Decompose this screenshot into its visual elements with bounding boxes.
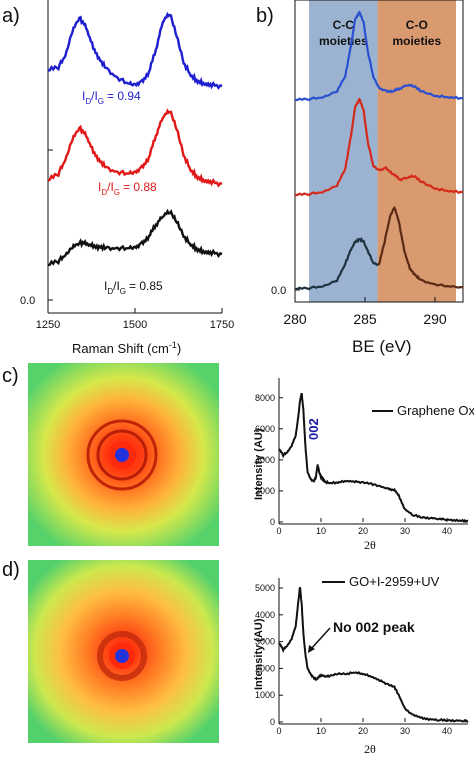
beam-stop-d (115, 649, 129, 663)
raman-series-1 (47, 11, 223, 90)
diffraction-image-d (28, 560, 219, 743)
xrd-d-ticks: 0 10 20 30 40 0 1000 2000 3000 4000 5000 (255, 583, 452, 736)
raman-series-2 (47, 108, 223, 188)
xrd-y-tick-label: 6000 (255, 424, 275, 434)
xps-series-2 (295, 97, 464, 197)
raman-x-label: Raman Shift (cm-1) (72, 340, 181, 356)
xrd-d-x-label: 2θ (364, 742, 376, 756)
xrd-x-tick-label: 20 (358, 726, 368, 736)
xrd-y-tick-label: 3000 (255, 637, 275, 647)
xrd-y-tick-label: 1000 (255, 690, 275, 700)
xrd-c-series (278, 392, 469, 524)
xrd-d-annotation-arrow (310, 627, 331, 650)
xps-x-ticks: 280 285 290 (283, 297, 447, 327)
raman-ratio-label-3: ID/IG = 0.85 (104, 279, 163, 296)
raman-ratio-labels: ID/IG = 0.94 ID/IG = 0.88 ID/IG = 0.85 (82, 89, 163, 296)
xps-region-label-line2: moieties (319, 34, 368, 48)
xrd-d-y-label: Intensity (AU) (253, 618, 265, 690)
raman-x-tick-label: 1250 (36, 319, 60, 331)
xrd-c-y-label: Intensity (AU) (253, 428, 265, 500)
xrd-y-tick-label: 0 (270, 717, 275, 727)
xrd-x-tick-label: 40 (442, 526, 452, 536)
xrd-c-legend-label: Graphene Oxide (397, 403, 474, 418)
xps-y-tick-zero-label: 0.0 (271, 285, 286, 297)
xrd-d-no-002-annotation: No 002 peak (333, 619, 415, 635)
xrd-x-tick-label: 10 (316, 726, 326, 736)
xps-series-3-co (377, 206, 464, 289)
xrd-d-legend-label: GO+I-2959+UV (349, 574, 440, 589)
xrd-d-series-group (278, 586, 469, 723)
xrd-y-tick-label: 5000 (255, 583, 275, 593)
xrd-c-002-annotation: 002 (306, 418, 321, 440)
xrd-d-annotation-arrowhead (308, 645, 315, 653)
xps-region-2 (377, 0, 456, 302)
xrd-d-series (278, 586, 469, 723)
raman-x-tick-label: 1500 (123, 319, 147, 331)
xps-series-1 (295, 10, 464, 102)
xps-series-3-cc (295, 237, 380, 291)
xrd-c-series-group (278, 392, 469, 524)
xps-region-label-line1: C-O (406, 18, 428, 32)
diffuse-ring-d (97, 631, 147, 681)
xrd-x-tick-label: 40 (442, 726, 452, 736)
raman-series-3 (47, 208, 223, 267)
panel-label-b: b) (256, 5, 274, 27)
xrd-y-tick-label: 0 (270, 517, 275, 527)
xrd-x-tick-label: 0 (276, 526, 281, 536)
xrd-plot-c: 0 10 20 30 40 0 2000 4000 6000 8000 Graphene Oxid… (253, 378, 474, 552)
raman-ratio-label-1: ID/IG = 0.94 (82, 89, 141, 106)
xps-region-label-line2: moieties (392, 34, 441, 48)
inner-ring-c (96, 429, 148, 481)
outer-ring-c (86, 419, 158, 491)
panel-label-a: a) (2, 5, 20, 27)
raman-ratio-label-2: ID/IG = 0.88 (98, 180, 157, 197)
raman-x-ticks: 1250 1500 1750 (36, 308, 234, 331)
xrd-x-tick-label: 30 (400, 526, 410, 536)
xps-plot: C-C moieties C-O moieties 0.0 280 285 290 BE … (271, 0, 464, 356)
xrd-y-tick-label: 4000 (255, 455, 275, 465)
xps-x-tick-label: 280 (283, 311, 307, 327)
xps-regions: C-C moieties C-O moieties (309, 0, 456, 302)
xrd-x-tick-label: 20 (358, 526, 368, 536)
xps-x-tick-label: 290 (423, 311, 447, 327)
raman-series-group (47, 11, 223, 267)
xrd-y-tick-label: 2000 (255, 663, 275, 673)
xrd-y-tick-label: 2000 (255, 486, 275, 496)
panel-label-d: d) (2, 559, 20, 581)
raman-y-tick-zero-label: 0.0 (20, 295, 35, 307)
beam-stop-c (115, 448, 129, 462)
xrd-c-ticks: 0 10 20 30 40 0 2000 4000 6000 8000 (255, 393, 452, 536)
xrd-y-tick-label: 8000 (255, 393, 275, 403)
xps-x-label: BE (eV) (352, 337, 412, 356)
xps-x-tick-label: 285 (353, 311, 377, 327)
xps-series-group (295, 10, 464, 291)
xrd-plot-d: 0 10 20 30 40 0 1000 2000 3000 4000 5000 GO+I-2959… (253, 574, 469, 756)
xps-region-label-line1: C-C (333, 18, 355, 32)
panel-label-c: c) (2, 365, 19, 387)
xrd-x-tick-label: 30 (400, 726, 410, 736)
xrd-x-tick-label: 10 (316, 526, 326, 536)
xrd-y-tick-label: 4000 (255, 610, 275, 620)
xrd-x-tick-label: 0 (276, 726, 281, 736)
xps-region-1 (309, 0, 378, 302)
diffraction-image-c (28, 363, 219, 546)
xps-frame (294, 0, 464, 303)
raman-x-tick-label: 1750 (210, 319, 234, 331)
xrd-c-x-label: 2θ (364, 538, 376, 552)
